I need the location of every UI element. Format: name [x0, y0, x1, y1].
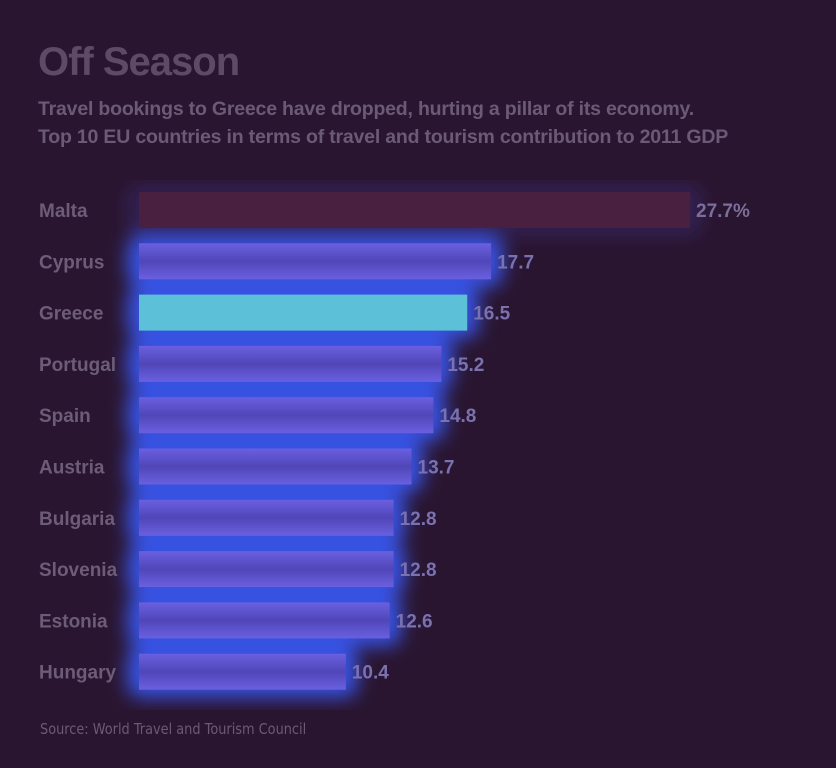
bar [139, 653, 346, 690]
value-label: 27.7% [696, 201, 750, 222]
category-label: Portugal [39, 355, 116, 376]
source-note: Source: World Travel and Tourism Council [40, 720, 307, 738]
value-label: 12.6 [396, 611, 433, 632]
bar [139, 551, 394, 588]
category-label: Cyprus [39, 252, 104, 273]
bar [139, 294, 468, 331]
category-label: Spain [39, 406, 91, 427]
category-label: Austria [39, 458, 105, 479]
category-label: Slovenia [39, 560, 118, 581]
bar [139, 499, 394, 536]
bar [139, 448, 412, 485]
value-label: 14.8 [439, 406, 476, 427]
bar [139, 192, 690, 228]
chart-subtitle: Travel bookings to Greece have dropped, … [38, 98, 694, 120]
bar [139, 602, 390, 639]
bar-layer [139, 192, 690, 690]
bar [139, 397, 434, 434]
label-layer: Malta 27.7% Cyprus 17.7 Greece 16.5 Portugal 15… [39, 201, 750, 684]
bar-chart: Malta 27.7% Cyprus 17.7 Greece 16.5 Portugal 15… [39, 184, 750, 698]
bar [139, 243, 492, 280]
value-label: 12.8 [400, 509, 437, 530]
value-label: 15.2 [447, 355, 484, 376]
value-label: 17.7 [497, 252, 534, 273]
value-label: 10.4 [352, 663, 389, 684]
category-label: Estonia [39, 611, 108, 632]
value-label: 16.5 [473, 304, 510, 325]
category-label: Bulgaria [39, 509, 115, 530]
bar [139, 345, 442, 382]
chart-title: Off Season [38, 40, 240, 84]
chart-description: Top 10 EU countries in terms of travel a… [38, 126, 729, 148]
value-label: 12.8 [400, 560, 437, 581]
category-label: Greece [39, 304, 103, 325]
category-label: Hungary [39, 663, 117, 684]
category-label: Malta [39, 201, 88, 222]
value-label: 13.7 [418, 458, 455, 479]
